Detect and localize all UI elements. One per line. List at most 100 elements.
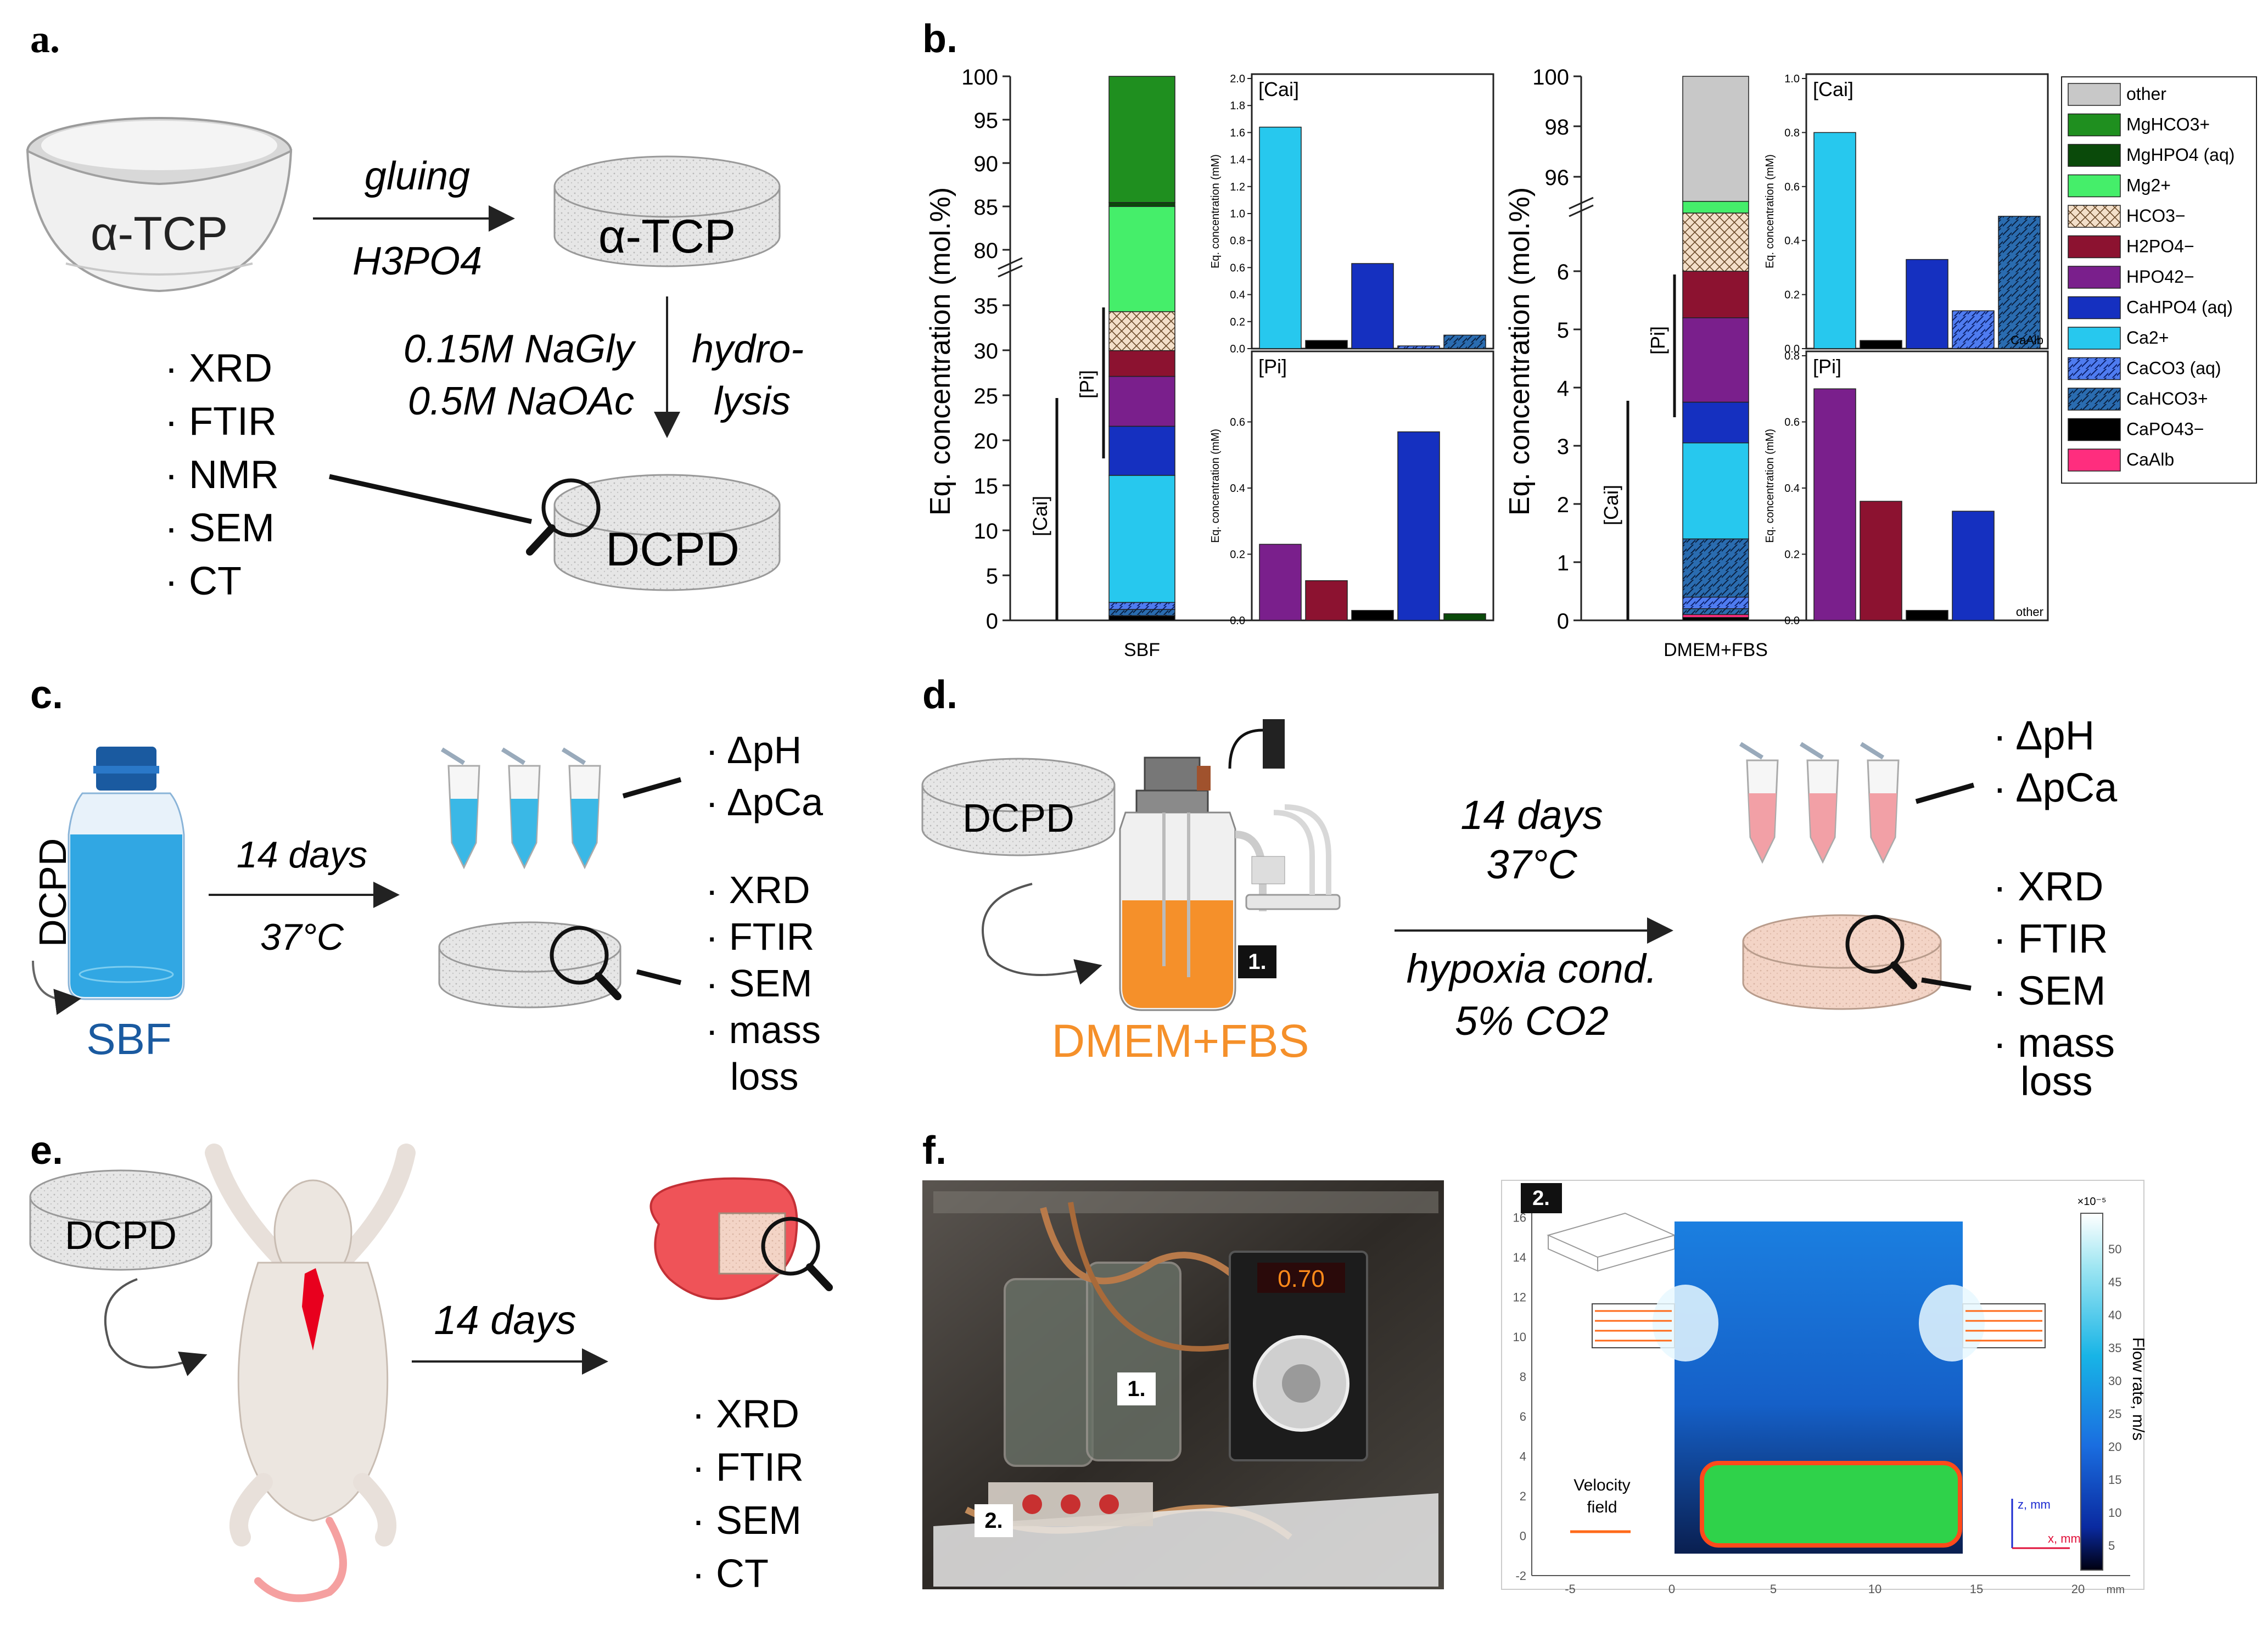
scaffold-region xyxy=(1700,1461,1962,1548)
bullet: · xyxy=(692,1499,716,1543)
axis-break xyxy=(998,257,1023,278)
solid-method-item: · mass xyxy=(1993,1020,2115,1066)
d-dcpd-label: DCPD xyxy=(962,797,1074,840)
d-magnifier-icon xyxy=(1845,915,1917,989)
method-list-a: · XRD· FTIR· NMR· SEM· CT xyxy=(165,346,279,603)
nagly-label: 0.15M NaGly xyxy=(404,327,636,371)
inset-corner-label: other xyxy=(2016,605,2043,619)
c-days-label: 14 days xyxy=(237,834,367,876)
inset-tick-label: 0.8 xyxy=(1230,235,1245,247)
solid-method-item: loss xyxy=(730,1055,798,1098)
inset-tick-label: 2.0 xyxy=(1230,73,1245,85)
legend-label: other xyxy=(2126,84,2166,104)
inset-bar xyxy=(1351,263,1394,349)
d-hypoxia-label: hypoxia cond. xyxy=(1407,946,1657,991)
inset-tick-label: 0.6 xyxy=(1784,417,1800,429)
bullet: · xyxy=(165,559,189,603)
method-item: · XRD xyxy=(692,1392,799,1436)
rat-icon xyxy=(205,1144,416,1602)
y-tick-label: 0 xyxy=(1557,609,1569,634)
d-solid-connector xyxy=(1921,977,1972,991)
liquid-method-item: · ΔpH xyxy=(705,729,802,771)
photo-label-2-box xyxy=(975,1504,1013,1537)
outlet-glow xyxy=(1919,1285,1985,1361)
solid-method-item: · SEM xyxy=(705,962,812,1005)
legend-swatch xyxy=(2068,144,2121,167)
colorbar-tick: 15 xyxy=(2108,1473,2121,1487)
stack-segment xyxy=(1108,311,1175,351)
c-tubes-icon xyxy=(440,747,601,870)
stack-segment xyxy=(1682,614,1749,618)
bowl-label: α-TCP xyxy=(91,208,228,260)
liquid-method-item: · ΔpH xyxy=(1993,713,2095,758)
panel-label-d: d. xyxy=(922,673,957,717)
panel-label-b: b. xyxy=(922,17,957,61)
photo-label-1: 1. xyxy=(1127,1377,1145,1401)
c-temp-label: 37°C xyxy=(260,916,344,958)
inset-tick-label: 0.0 xyxy=(1230,615,1245,627)
inset-title: [Cai] xyxy=(1258,78,1299,100)
d-days-label: 14 days xyxy=(1460,792,1603,838)
inset-bar xyxy=(1397,345,1440,349)
legend-label: CaHPO4 (aq) xyxy=(2126,298,2233,317)
colorbar-exponent: ×10⁻⁵ xyxy=(2077,1196,2107,1208)
sim-badge-box xyxy=(1521,1183,1562,1213)
sim-x-tick: 5 xyxy=(1770,1582,1777,1596)
inset-tick-label: 0.4 xyxy=(1784,483,1800,495)
inset-bar xyxy=(1351,610,1394,621)
c-solid-connector xyxy=(636,969,682,985)
stack-segment xyxy=(1682,76,1749,202)
solid-method-item: · SEM xyxy=(1993,968,2106,1013)
legend-swatch xyxy=(2068,113,2121,137)
ca-bracket-label: [Cai] xyxy=(1029,496,1051,536)
e-sample-disc-icon xyxy=(29,1169,212,1271)
pi-bracket-label: [Pi] xyxy=(1076,370,1098,399)
y-tick-label: 4 xyxy=(1557,377,1569,401)
method-item: · NMR xyxy=(165,453,279,497)
inset-tick-label: 1.2 xyxy=(1230,181,1245,193)
legend-label: Ca2+ xyxy=(2126,328,2169,348)
panel-e: DCPD 14 days · XRD· FTIR· SEM· CT xyxy=(29,1144,833,1602)
stack-segment xyxy=(1682,317,1749,403)
method-label: CT xyxy=(189,559,242,603)
connector-line xyxy=(329,474,532,524)
y-tick-label: 25 xyxy=(974,384,999,408)
legend-label: CaPO43− xyxy=(2126,419,2204,439)
inset-bar xyxy=(1952,511,1995,621)
y-tick-label: 6 xyxy=(1557,260,1569,284)
method-label: FTIR xyxy=(716,1445,804,1489)
gluing-label: gluing xyxy=(365,154,470,198)
stack-segment xyxy=(1682,596,1749,609)
stack-segment xyxy=(1682,608,1749,615)
sim-y-tick: 6 xyxy=(1520,1410,1526,1424)
d-temp-label: 37°C xyxy=(1486,842,1577,887)
inset-chart: [Cai] Eq. concentration (mM) 0.0 0.2 0.4 0.6 0… xyxy=(1209,73,1494,355)
legend-label: HCO3− xyxy=(2126,206,2186,226)
stack-segment xyxy=(1682,271,1749,318)
hydrolysis-label-2: lysis xyxy=(714,379,791,423)
velocity-label-1: Velocity xyxy=(1573,1476,1630,1494)
bullet: · xyxy=(692,1552,716,1596)
inset-tick-label: 0.6 xyxy=(1784,181,1800,193)
bullet: · xyxy=(692,1392,716,1436)
inset-bar xyxy=(1860,501,1902,621)
reactor-badge-label: 1. xyxy=(1248,950,1266,974)
colorbar-tick: 5 xyxy=(2108,1539,2115,1553)
stack-segment xyxy=(1108,475,1175,603)
colorbar-tick: 40 xyxy=(2108,1308,2121,1322)
bullet: · xyxy=(165,506,189,550)
d-curved-arrow xyxy=(982,883,1102,985)
sim-y-tick: 14 xyxy=(1513,1251,1526,1264)
y-tick-label: 85 xyxy=(974,195,999,220)
stack-segment xyxy=(1108,350,1175,377)
tube-icon xyxy=(561,747,601,870)
inset-tick-label: 0.6 xyxy=(1230,417,1245,429)
y-tick-label: 20 xyxy=(974,429,999,453)
inset-y-label: Eq. concentration (mM) xyxy=(1209,429,1222,543)
sim-badge: 2. xyxy=(1532,1187,1550,1210)
stack-segment xyxy=(1108,202,1175,207)
sim-y-tick: 10 xyxy=(1513,1330,1526,1344)
inset-bar xyxy=(1813,388,1856,621)
